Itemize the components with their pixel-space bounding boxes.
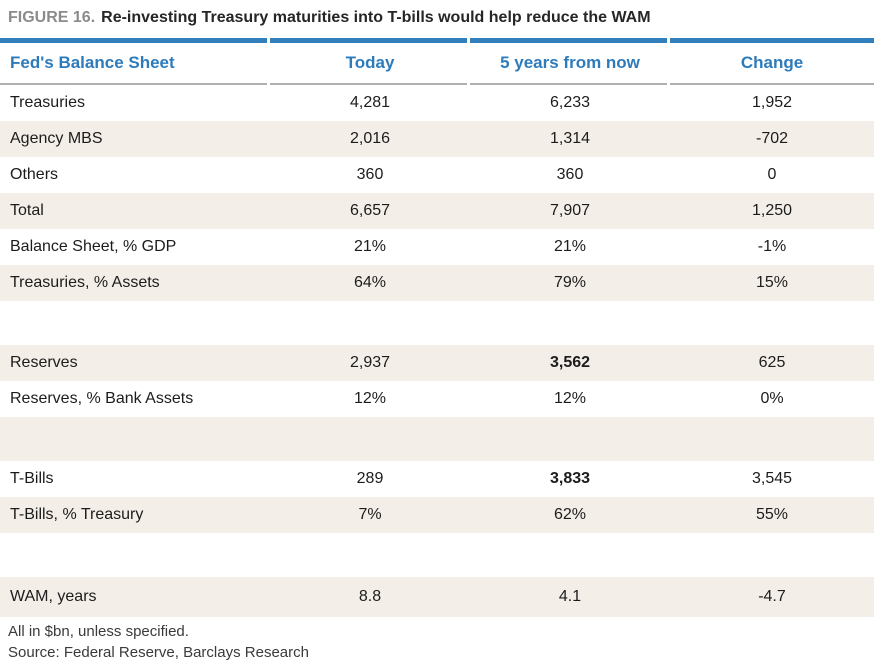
cell-change: 0 <box>767 166 777 183</box>
row-label: Reserves, % Bank Assets <box>10 390 194 407</box>
cell-5y: 21% <box>553 238 587 255</box>
cell-change: 1,952 <box>751 94 793 111</box>
cell-change: 3,545 <box>751 470 793 487</box>
column-header-change: Change <box>740 53 804 72</box>
footnote-source: Source: Federal Reserve, Barclays Resear… <box>8 644 309 661</box>
figure-title-text: Re-investing Treasury maturities into T-… <box>101 9 651 26</box>
cell-today: 64% <box>353 274 387 291</box>
cell-5y: 1,314 <box>549 130 591 147</box>
row-label: Others <box>10 166 59 183</box>
cell-change: -4.7 <box>758 588 786 605</box>
table-row-wam-years: WAM, years 8.8 4.1 -4.7 <box>0 577 874 617</box>
cell-5y: 360 <box>556 166 584 183</box>
cell-5y: 62% <box>553 506 587 523</box>
figure-title: FIGURE 16. Re-investing Treasury maturiti… <box>0 4 874 32</box>
table-row-others: Others 360 360 0 <box>0 157 874 193</box>
table-row-treasuries-pct-assets: Treasuries, % Assets 64% 79% 15% <box>0 265 874 301</box>
row-label: T-Bills, % Treasury <box>10 506 144 523</box>
cell-change: -702 <box>755 130 789 147</box>
row-label: Total <box>10 202 44 219</box>
cell-5y: 6,233 <box>549 94 591 111</box>
table-spacer-row <box>0 533 874 577</box>
row-label: Balance Sheet, % GDP <box>10 238 177 255</box>
cell-today: 2,937 <box>349 354 391 371</box>
footnote-units: All in $bn, unless specified. <box>8 623 189 640</box>
cell-5y: 7,907 <box>549 202 591 219</box>
row-label: Agency MBS <box>10 130 103 147</box>
cell-change: 1,250 <box>751 202 793 219</box>
row-label: WAM, years <box>10 588 97 605</box>
table-row-agency-mbs: Agency MBS 2,016 1,314 -702 <box>0 121 874 157</box>
column-header-balance-sheet: Fed's Balance Sheet <box>10 53 175 72</box>
cell-today: 4,281 <box>349 94 391 111</box>
figure-label: FIGURE 16. <box>8 9 96 26</box>
row-label: Reserves <box>10 354 78 371</box>
cell-change: 0% <box>760 390 784 407</box>
row-label: Treasuries, % Assets <box>10 274 160 291</box>
cell-5y: 12% <box>553 390 587 407</box>
row-label: T-Bills <box>10 470 54 487</box>
cell-today: 12% <box>353 390 387 407</box>
table-spacer-row <box>0 301 874 345</box>
cell-5y: 4.1 <box>558 588 582 605</box>
table-row-t-bills-pct-treasury: T-Bills, % Treasury 7% 62% 55% <box>0 497 874 533</box>
cell-today: 2,016 <box>349 130 391 147</box>
cell-change: -1% <box>757 238 787 255</box>
table-header-row: Fed's Balance Sheet Today 5 years from n… <box>0 43 874 83</box>
cell-change: 625 <box>758 354 786 371</box>
column-header-5-years: 5 years from now <box>500 53 640 72</box>
cell-5y: 3,833 <box>549 470 591 487</box>
cell-today: 21% <box>353 238 387 255</box>
cell-change: 55% <box>755 506 789 523</box>
table-top-rule <box>0 38 874 43</box>
table-row-treasuries: Treasuries 4,281 6,233 1,952 <box>0 85 874 121</box>
table-row-balance-sheet-pct-gdp: Balance Sheet, % GDP 21% 21% -1% <box>0 229 874 265</box>
table-row-t-bills: T-Bills 289 3,833 3,545 <box>0 461 874 497</box>
table-row-total: Total 6,657 7,907 1,250 <box>0 193 874 229</box>
cell-5y: 79% <box>553 274 587 291</box>
cell-today: 7% <box>358 506 382 523</box>
cell-change: 15% <box>755 274 789 291</box>
cell-today: 6,657 <box>349 202 391 219</box>
header-underline-rule <box>0 83 874 85</box>
cell-today: 289 <box>356 470 384 487</box>
cell-today: 8.8 <box>358 588 382 605</box>
table-body: Treasuries 4,281 6,233 1,952 Agency MBS … <box>0 85 874 617</box>
footnotes: All in $bn, unless specified. Source: Fe… <box>0 621 874 663</box>
table-spacer-row <box>0 417 874 461</box>
table-row-reserves: Reserves 2,937 3,562 625 <box>0 345 874 381</box>
table-row-reserves-pct-bank-assets: Reserves, % Bank Assets 12% 12% 0% <box>0 381 874 417</box>
cell-5y: 3,562 <box>549 354 591 371</box>
column-header-today: Today <box>345 53 395 72</box>
row-label: Treasuries <box>10 94 85 111</box>
cell-today: 360 <box>356 166 384 183</box>
